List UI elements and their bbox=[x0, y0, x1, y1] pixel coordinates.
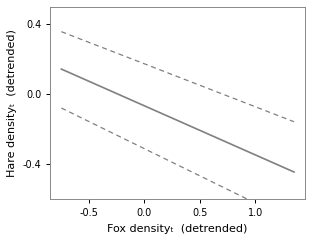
X-axis label: Fox densityₜ  (detrended): Fox densityₜ (detrended) bbox=[107, 224, 248, 234]
Y-axis label: Hare densityₜ  (detrended): Hare densityₜ (detrended) bbox=[7, 29, 17, 177]
